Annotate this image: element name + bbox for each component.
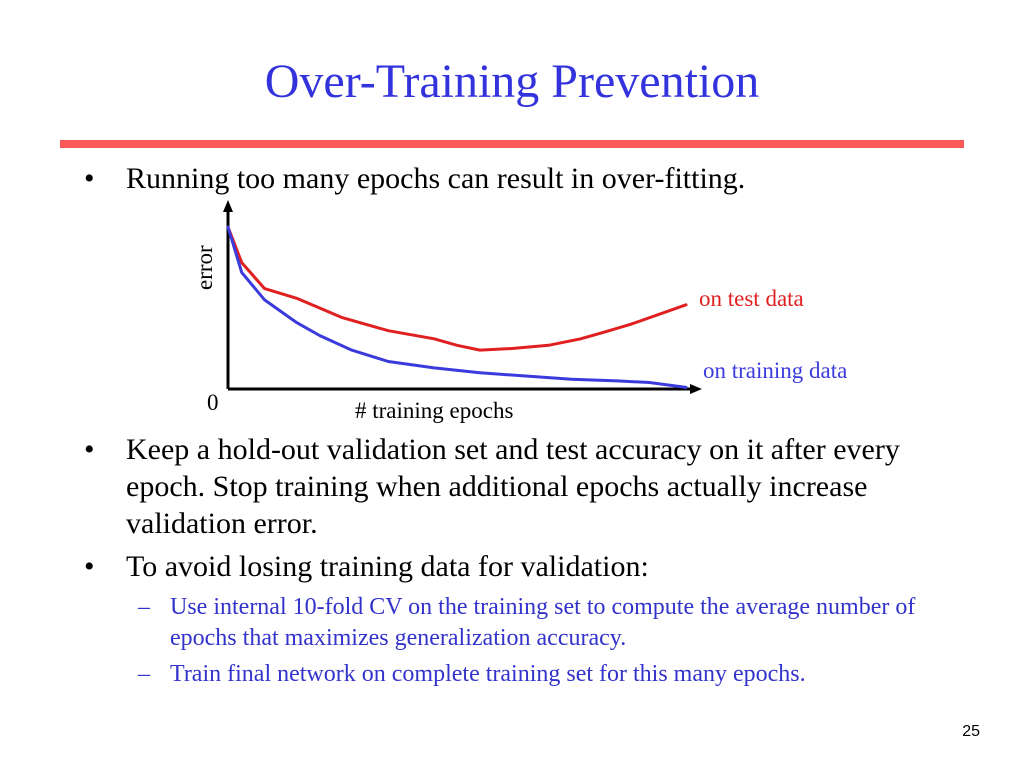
series-line-training <box>226 225 688 389</box>
y-axis-arrow <box>223 200 233 212</box>
sub-bullet-2-text: Train final network on complete training… <box>170 661 806 687</box>
bullet-2-glyph: • <box>84 433 95 466</box>
y-axis-label: error <box>192 245 217 290</box>
bullet-2-text: Keep a hold-out validation set and test … <box>126 433 900 540</box>
bullet-3-glyph: • <box>84 550 95 583</box>
bullet-1-text: Running too many epochs can result in ov… <box>126 162 746 195</box>
page-number: 25 <box>962 723 980 740</box>
series-line-test <box>226 225 688 352</box>
title-underline <box>60 140 964 148</box>
series-label-test: on test data <box>699 286 804 311</box>
sub-bullet-2-glyph: – <box>138 661 150 687</box>
x-axis-arrow <box>690 384 702 394</box>
sub-bullet-1-text: Use internal 10-fold CV on the training … <box>170 594 916 651</box>
sub-bullet-1-glyph: – <box>138 594 150 620</box>
bullet-3-text: To avoid losing training data for valida… <box>126 550 649 583</box>
error-vs-epochs-chart: on test data on training data error # train… <box>192 200 847 423</box>
bullet-1-glyph: • <box>84 162 95 195</box>
origin-label: 0 <box>207 390 219 415</box>
slide-title: Over-Training Prevention <box>264 55 760 108</box>
x-axis-label: # training epochs <box>355 398 513 423</box>
series-label-training: on training data <box>703 358 847 383</box>
